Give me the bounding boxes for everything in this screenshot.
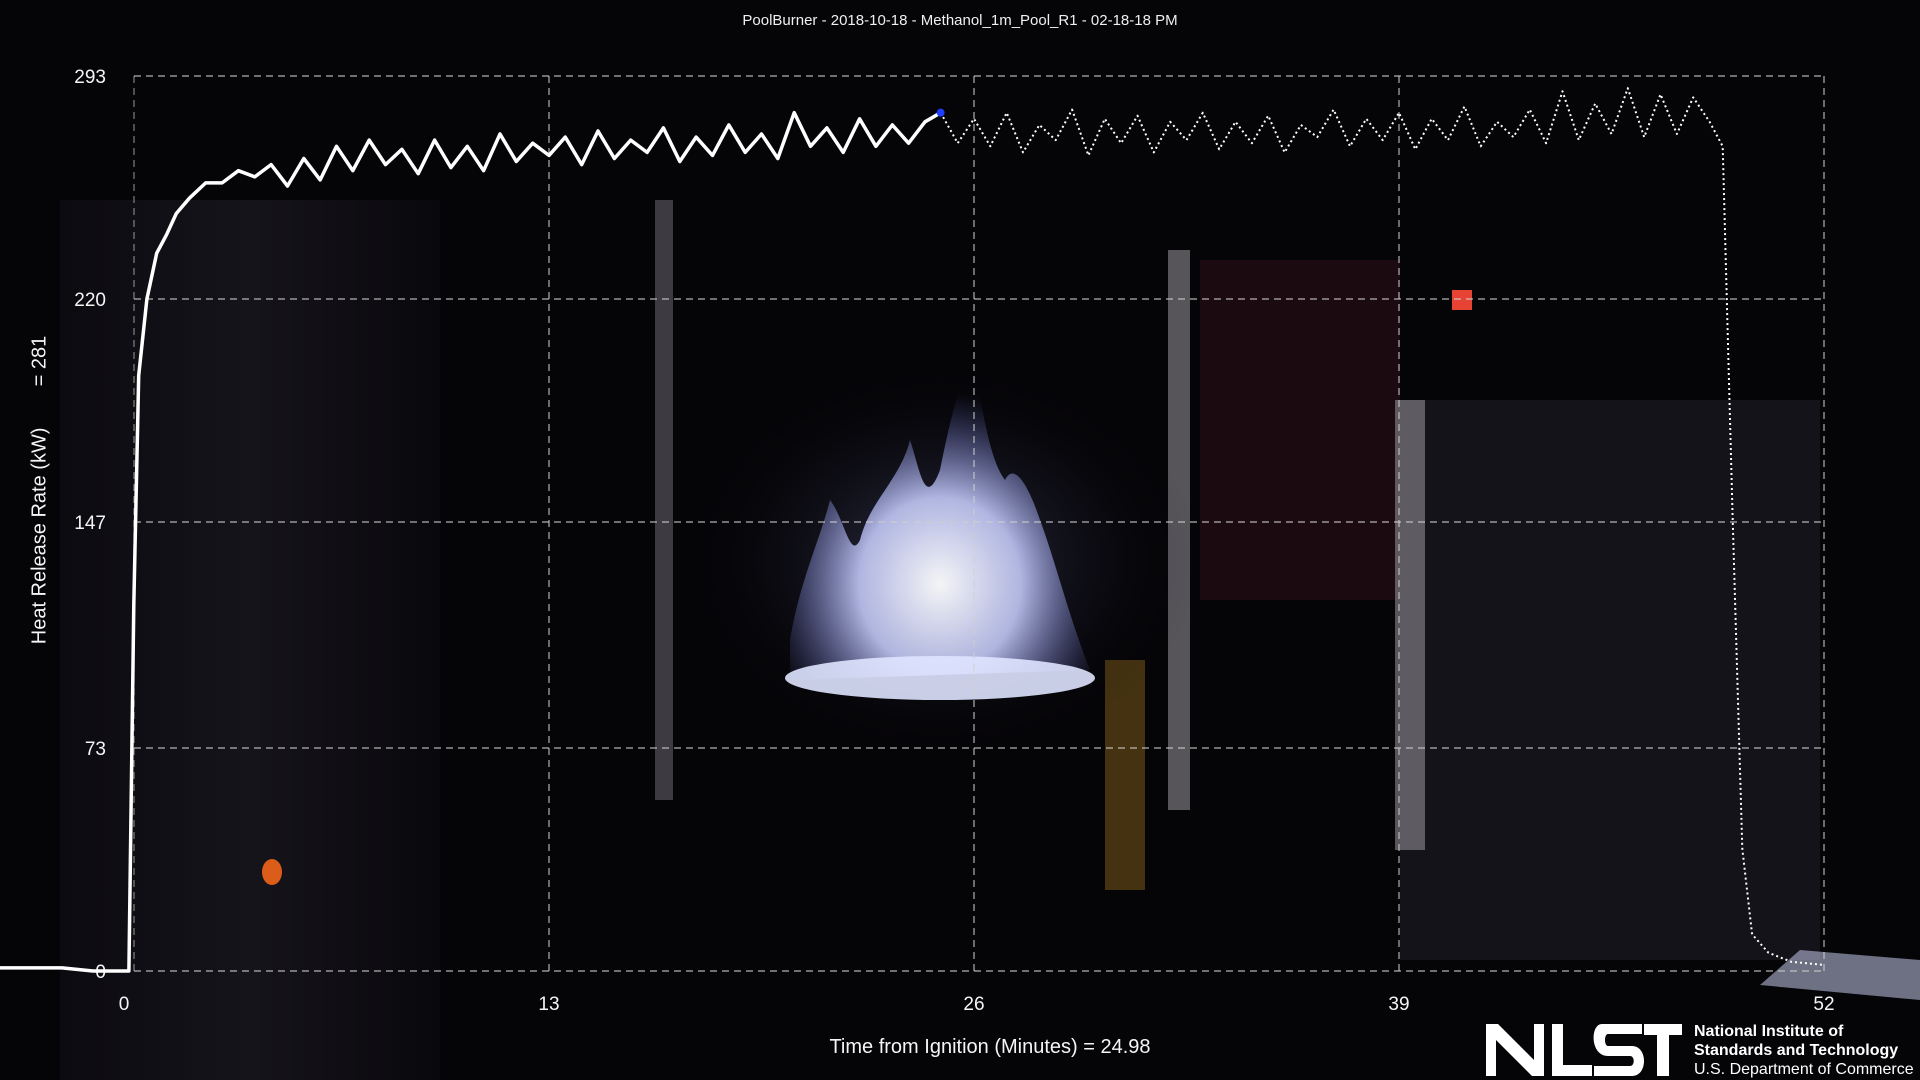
support-column-right: [1395, 400, 1425, 850]
nist-logo-line2: Standards and Technology: [1694, 1042, 1899, 1059]
x-tick-label: 52: [1813, 994, 1834, 1015]
fuel-pan: [785, 656, 1095, 700]
hrr-series-line-projected: [939, 87, 1825, 966]
x-axis-label: Time from Ignition (Minutes) = 24.98: [0, 1036, 1920, 1059]
y-axis-readout-prefix: =: [28, 374, 51, 387]
marker-layer: [936, 108, 945, 117]
y-tick-label: 293: [74, 67, 106, 88]
floor-reflection: [1760, 950, 1920, 1000]
series-layer: [0, 87, 1825, 973]
y-tick-label: 147: [74, 513, 106, 534]
y-axis-label: Heat Release Rate (kW) = 281: [29, 336, 52, 645]
grid-layer: [133, 75, 1825, 972]
rear-wall: [1200, 260, 1400, 600]
x-axis-readout-prefix: =: [1083, 1036, 1095, 1058]
chart-title: PoolBurner - 2018-10-18 - Methanol_1m_Po…: [742, 12, 1178, 29]
nist-logo: National Institute of Standards and Tech…: [1484, 1020, 1920, 1080]
exit-light: [1452, 290, 1472, 310]
current-value-marker: [936, 108, 945, 117]
y-tick-label: 73: [85, 739, 106, 760]
nist-logo-line3: U.S. Department of Commerce: [1694, 1061, 1914, 1078]
right-panel: [1400, 400, 1820, 960]
pilot-flame: [262, 859, 282, 885]
x-tick-label: 39: [1388, 994, 1409, 1015]
support-column-left: [655, 200, 673, 800]
y-axis-label-text: Heat Release Rate (kW): [28, 427, 51, 645]
x-tick-label: 26: [963, 994, 984, 1015]
nist-logo-text: National Institute of Standards and Tech…: [1694, 1022, 1914, 1079]
x-axis-readout-value: 24.98: [1100, 1036, 1151, 1058]
flame: [790, 360, 1090, 680]
left-curtain: [60, 200, 440, 1080]
nist-logo-mark: [1486, 1024, 1682, 1076]
x-tick-label: 13: [538, 994, 559, 1015]
hrr-series-line: [0, 110, 942, 973]
y-axis-readout-value: 281: [28, 335, 51, 370]
x-axis-label-text: Time from Ignition (Minutes): [829, 1036, 1078, 1058]
y-tick-label: 220: [74, 290, 106, 311]
x-tick-label: 0: [119, 994, 130, 1015]
nist-logo-line1: National Institute of: [1694, 1023, 1844, 1040]
